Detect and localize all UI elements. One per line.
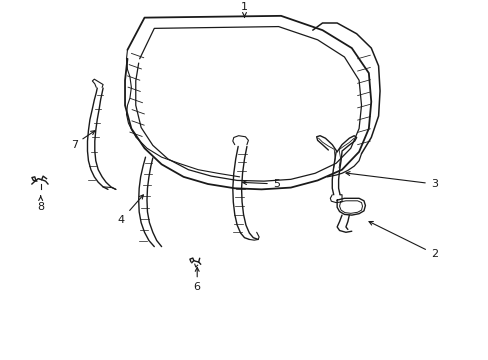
Text: 6: 6	[193, 267, 200, 292]
Text: 8: 8	[37, 196, 44, 212]
Text: 5: 5	[242, 179, 279, 189]
Text: 7: 7	[70, 131, 95, 150]
Text: 2: 2	[368, 221, 437, 259]
Text: 4: 4	[118, 195, 143, 225]
Text: 1: 1	[241, 2, 247, 18]
Text: 3: 3	[346, 172, 437, 189]
